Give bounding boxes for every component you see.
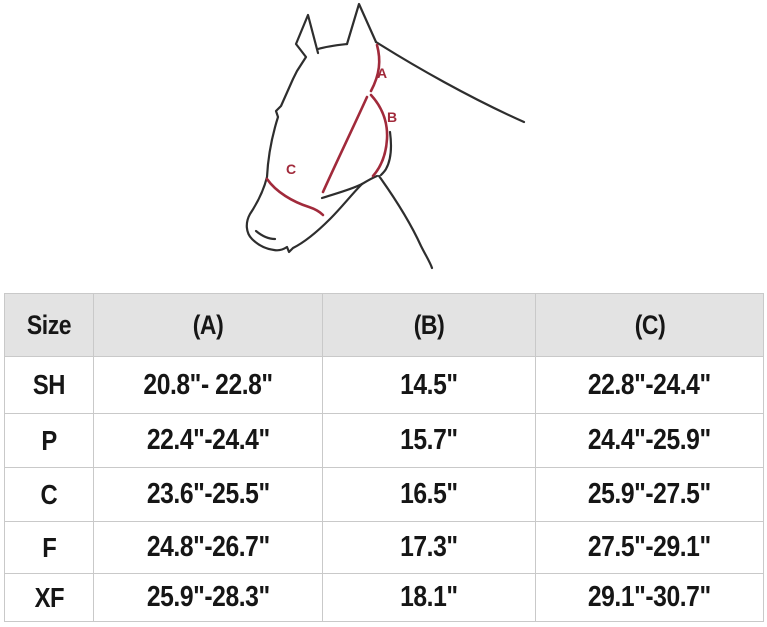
measure-b-cell: 16.5" — [322, 467, 536, 522]
strap-label-a: A — [377, 65, 387, 81]
measure-b-cell: 17.3" — [322, 521, 536, 574]
horse-outline — [245, 2, 526, 270]
size-table-container: Size (A) (B) (C) SH 20.8"- 22.8" 14.5" 2… — [4, 293, 764, 622]
measure-a-cell: 20.8"- 22.8" — [93, 356, 323, 414]
table-row-p: P 22.4"-24.4" 15.7" 24.4"-25.9" — [4, 413, 764, 468]
size-table-body: SH 20.8"- 22.8" 14.5" 22.8"-24.4" P 22.4… — [4, 356, 764, 622]
measure-c-cell: 24.4"-25.9" — [535, 413, 764, 468]
measure-a-cell: 24.8"-26.7" — [93, 521, 323, 574]
measure-c-cell: 25.9"-27.5" — [535, 467, 764, 522]
jowl-path — [360, 174, 379, 186]
mouth-path — [254, 229, 277, 241]
header-b: (B) — [322, 293, 536, 357]
throat-groove-path — [320, 182, 364, 200]
header-size: Size — [4, 293, 94, 357]
strap-label-c: C — [286, 161, 296, 177]
halter-straps — [265, 43, 389, 217]
size-cell: P — [4, 413, 94, 468]
table-row-f: F 24.8"-26.7" 17.3" 27.5"-29.1" — [4, 521, 764, 574]
horse-head-diagram: A B C — [245, 2, 526, 270]
measure-b-cell: 14.5" — [322, 356, 536, 414]
nose-strap-path — [265, 177, 325, 217]
header-c: (C) — [535, 293, 764, 357]
right-ear-path — [345, 2, 378, 46]
measure-b-cell: 18.1" — [322, 573, 536, 622]
size-table: Size (A) (B) (C) SH 20.8"- 22.8" 14.5" 2… — [4, 293, 764, 622]
neck-topline-path — [374, 40, 526, 124]
throat-strap-path — [369, 93, 389, 178]
poll-path — [316, 42, 349, 51]
table-row-xf: XF 25.9"-28.3" 18.1" 29.1"-30.7" — [4, 573, 764, 622]
measure-a-cell: 23.6"-25.5" — [93, 467, 323, 522]
measure-b-cell: 15.7" — [322, 413, 536, 468]
header-a: (A) — [93, 293, 323, 357]
table-row-sh: SH 20.8"- 22.8" 14.5" 22.8"-24.4" — [4, 356, 764, 414]
head-outline-path — [245, 13, 364, 254]
size-cell: C — [4, 467, 94, 522]
size-table-header: Size (A) (B) (C) — [4, 293, 764, 357]
cheek-edge-path — [379, 130, 393, 177]
measure-c-cell: 22.8"-24.4" — [535, 356, 764, 414]
cheek-strap-path — [321, 95, 369, 194]
measure-c-cell: 29.1"-30.7" — [535, 573, 764, 622]
size-cell: F — [4, 521, 94, 574]
measure-a-cell: 25.9"-28.3" — [93, 573, 323, 622]
size-cell: SH — [4, 356, 94, 414]
measure-c-cell: 27.5"-29.1" — [535, 521, 764, 574]
chest-line-path — [377, 174, 434, 270]
table-row-c: C 23.6"-25.5" 16.5" 25.9"-27.5" — [4, 467, 764, 522]
strap-label-b: B — [387, 109, 397, 125]
header-row: Size (A) (B) (C) — [4, 293, 764, 357]
measure-a-cell: 22.4"-24.4" — [93, 413, 323, 468]
crown-strap-path — [369, 43, 381, 93]
size-cell: XF — [4, 573, 94, 622]
